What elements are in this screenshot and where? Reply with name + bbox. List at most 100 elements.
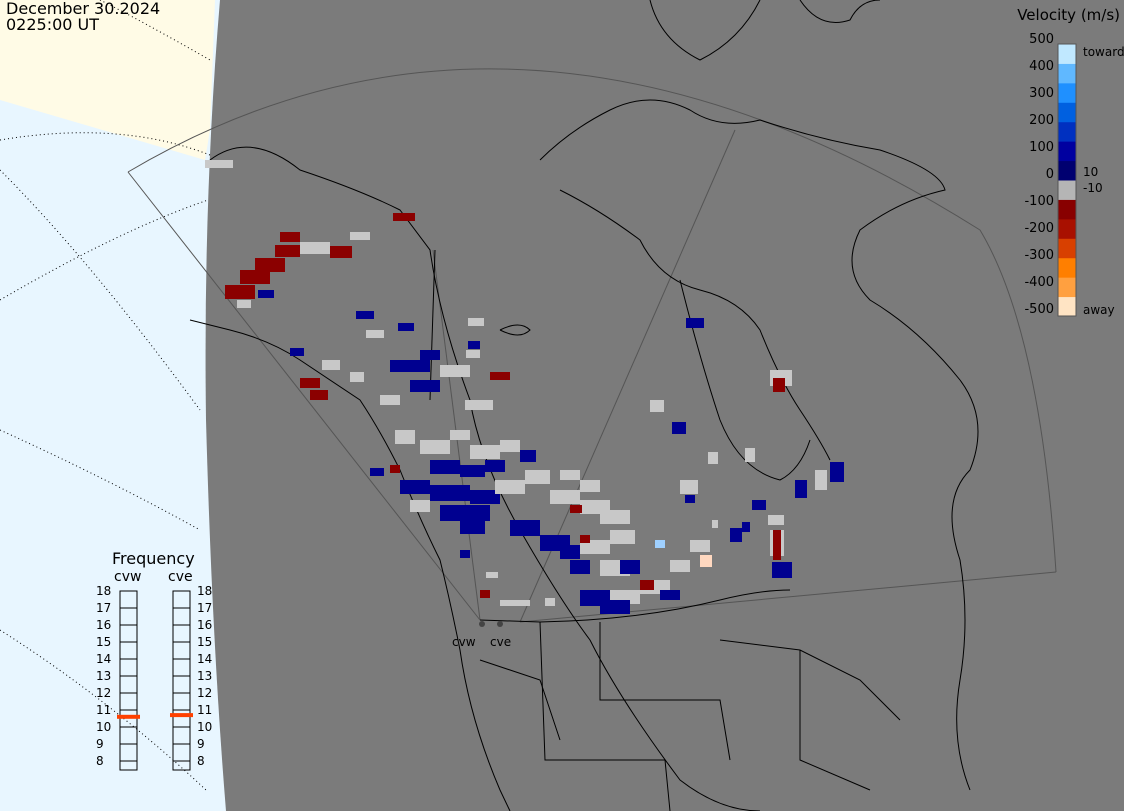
echo-cell <box>570 505 582 513</box>
echo-cell <box>670 560 690 572</box>
echo-cell <box>410 500 430 512</box>
echo-cell <box>650 400 664 412</box>
colorbar-segment <box>1058 218 1076 239</box>
colorbar-segment <box>1058 63 1076 84</box>
echo-cell <box>545 598 555 606</box>
echo-cell <box>466 350 480 358</box>
echo-cell <box>430 460 460 474</box>
echo-cell <box>525 470 550 484</box>
echo-cell <box>450 430 470 440</box>
echo-cell <box>390 465 400 473</box>
echo-cell <box>745 448 755 462</box>
echo-cell <box>460 520 485 534</box>
date-label: December 30.2024 <box>6 0 161 18</box>
echo-cell <box>730 528 742 542</box>
frequency-scale-label: 18 <box>197 584 213 598</box>
colorbar-segment <box>1058 296 1076 317</box>
frequency-title: Frequency <box>112 549 195 568</box>
echo-cell <box>430 485 470 501</box>
echo-cell <box>300 242 330 254</box>
echo-cell <box>486 572 498 578</box>
echo-cell <box>580 480 600 492</box>
legend-tick-label: 300 <box>1029 86 1054 101</box>
echo-cell <box>393 213 415 221</box>
echo-cell <box>370 468 384 476</box>
echo-cell <box>290 348 304 356</box>
echo-cell <box>660 590 680 600</box>
echo-cell <box>240 270 270 284</box>
echo-cell <box>610 530 635 544</box>
echo-cell <box>680 480 698 494</box>
echo-cell <box>470 490 500 504</box>
echo-cell <box>225 285 255 299</box>
echo-cell <box>712 520 718 528</box>
echo-cell <box>795 480 807 498</box>
echo-cell <box>500 600 530 606</box>
colorbar-segment <box>1058 199 1076 220</box>
echo-cell <box>398 323 414 331</box>
echo-cell <box>520 450 536 462</box>
echo-cell <box>468 341 480 349</box>
frequency-marker-cve <box>170 713 193 718</box>
coastlines <box>189 0 979 811</box>
frequency-scale-label: 11 <box>197 703 213 717</box>
legend-tick-label: 400 <box>1029 59 1054 74</box>
echo-cell <box>395 430 415 444</box>
echo-cell <box>580 540 610 554</box>
echo-cell <box>205 160 233 168</box>
echo-cell <box>672 422 686 434</box>
echo-cell <box>275 245 300 257</box>
legend-tick-label: 200 <box>1029 113 1054 128</box>
frequency-scale-label: 17 <box>96 601 112 615</box>
echo-cell <box>465 400 493 410</box>
echo-cell <box>255 258 285 272</box>
echo-cell <box>620 560 640 574</box>
echo-cell <box>830 462 844 482</box>
frequency-marker-cvw <box>117 714 140 719</box>
site-label-cvw: cvw <box>452 635 476 649</box>
frequency-gauges <box>117 590 193 771</box>
echo-cell <box>768 515 784 525</box>
echo-cell <box>350 372 364 382</box>
legend-title: Velocity (m/s) <box>1017 6 1120 24</box>
frequency-scale-label: 16 <box>96 618 112 632</box>
echo-cell <box>330 246 352 258</box>
earth-disk <box>205 0 1124 811</box>
frequency-scale-label: 10 <box>96 720 112 734</box>
echo-cell <box>280 232 300 242</box>
echo-cell <box>237 300 251 308</box>
frequency-gauge-cvw <box>119 590 138 771</box>
echo-cell <box>570 560 590 574</box>
legend-tick-label: 100 <box>1029 140 1054 155</box>
echo-cell <box>560 470 580 480</box>
legend-tick-label: -100 <box>1024 194 1054 209</box>
echo-cell <box>460 465 485 477</box>
frequency-scale-label: 16 <box>197 618 213 632</box>
political-borders <box>429 249 901 811</box>
echo-cell <box>420 440 450 454</box>
echo-cell <box>550 490 580 504</box>
legend-tick-plus10: 10 <box>1083 165 1099 179</box>
frequency-scale-label: 15 <box>96 635 112 649</box>
legend-away-label: away <box>1083 303 1115 317</box>
frequency-scale-label: 17 <box>197 601 213 615</box>
colorbar-segment <box>1058 238 1076 259</box>
legend-tick-label: 0 <box>1045 167 1054 182</box>
echo-cell <box>580 535 590 543</box>
frequency-scale-label: 13 <box>197 669 213 683</box>
colorbar-segment <box>1058 180 1076 200</box>
legend-tick-label: -300 <box>1024 248 1054 263</box>
echo-cell <box>258 290 274 298</box>
time-label: 0225:00 UT <box>6 15 100 34</box>
echo-cell <box>460 550 470 558</box>
legend-tick-label: 500 <box>1029 32 1054 47</box>
echo-cell <box>485 460 505 472</box>
frequency-scale-label: 9 <box>197 737 205 751</box>
echo-cell <box>560 545 580 559</box>
echo-cell <box>495 480 525 494</box>
frequency-scale-label: 12 <box>197 686 213 700</box>
echo-cell <box>366 330 384 338</box>
legend-tick-label: -400 <box>1024 275 1054 290</box>
echo-cell <box>310 390 328 400</box>
echo-cell <box>686 318 704 328</box>
